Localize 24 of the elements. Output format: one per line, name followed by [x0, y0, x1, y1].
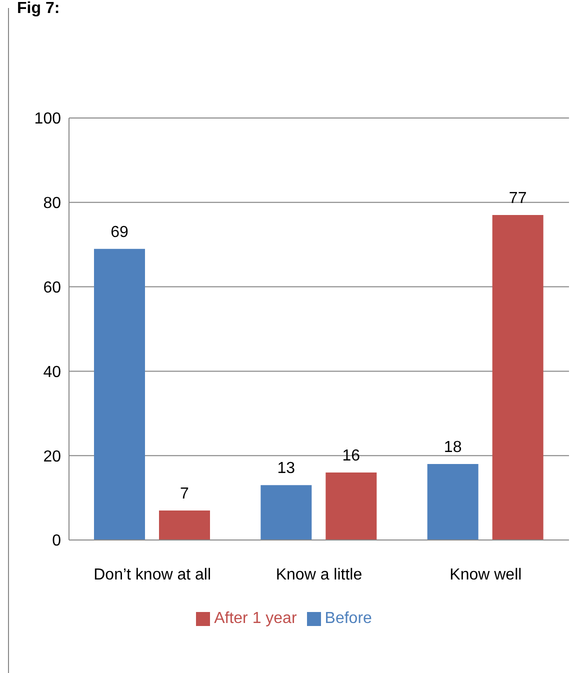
x-tick-label: Don’t know at all — [94, 566, 212, 584]
bar — [492, 215, 544, 540]
data-label: 7 — [180, 485, 190, 502]
y-tick-label: 100 — [34, 110, 62, 128]
data-label: 18 — [444, 439, 462, 456]
legend-label: Before — [324, 610, 372, 627]
bar — [94, 248, 145, 540]
bar — [159, 510, 210, 540]
x-tick-label: Know well — [450, 566, 522, 584]
data-label: 16 — [342, 447, 360, 464]
chart-title: Fig 7: — [17, 0, 60, 18]
data-label: 13 — [277, 460, 296, 478]
data-label: 69 — [110, 224, 128, 241]
y-tick-label: 0 — [52, 532, 62, 550]
bar — [326, 472, 377, 540]
x-tick-label: Know a little — [276, 566, 362, 584]
y-tick-label: 20 — [43, 448, 62, 466]
y-tick-label: 80 — [43, 195, 62, 212]
y-tick-label: 60 — [43, 279, 62, 296]
legend-label: After 1 year — [214, 610, 297, 627]
y-tick-label: 40 — [43, 364, 62, 381]
data-label: 77 — [508, 190, 527, 208]
bar — [260, 485, 312, 540]
bar — [427, 464, 478, 540]
